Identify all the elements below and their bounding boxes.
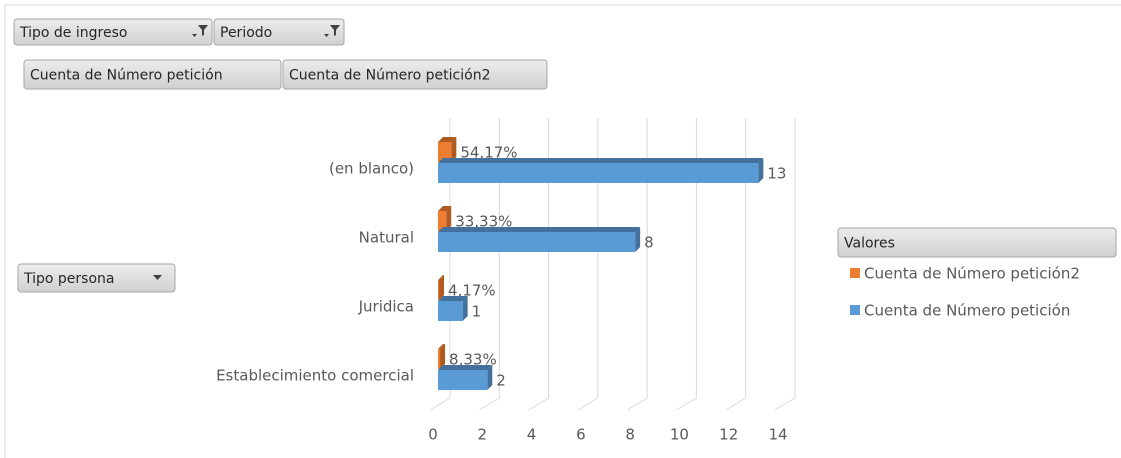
data-label: 4,17% [448,282,496,300]
x-tick-label: 2 [478,426,488,444]
button-label: Tipo persona [23,271,114,287]
bar-top [438,137,457,142]
bar-top [438,344,446,349]
bar [438,349,441,369]
dropdown-icon [324,34,329,37]
button-bg [17,263,176,293]
grid-line [626,118,648,411]
field-button[interactable]: Periodo [213,18,345,46]
field-button[interactable]: Tipo de ingreso [13,18,213,46]
legend-label: Cuenta de Número petición2 [864,265,1080,283]
data-label: 8 [644,234,654,252]
dropdown-icon [153,275,162,280]
bar-top [438,296,468,301]
bar-side [451,137,457,162]
field-button[interactable]: Tipo persona [17,263,176,293]
bar-top [438,365,493,370]
data-label: 54,17% [460,144,517,162]
bar [438,280,440,300]
data-label: 13 [767,165,786,183]
grid-line [725,118,747,411]
x-tick-label: 4 [527,426,537,444]
bar-top [438,158,764,163]
data-label: 8,33% [449,351,497,369]
data-label: 1 [472,303,482,321]
button-bg [837,227,1117,258]
x-tick-label: 6 [576,426,586,444]
legend-swatch [850,268,860,278]
legend-swatch [850,305,860,315]
category-label: Juridica [358,298,414,316]
x-tick-label: 12 [719,426,738,444]
button-bg [23,59,282,90]
frame [4,4,1121,458]
grid-line [479,118,500,411]
grid-line [676,118,697,411]
x-tick-label: 10 [670,426,689,444]
legend-label: Cuenta de Número petición [864,302,1070,320]
category-label: (en blanco) [329,160,414,178]
grid-line [774,118,796,411]
x-tick-label: 0 [428,426,438,444]
bar-side [462,296,468,321]
bar [438,163,759,183]
bar-top [438,275,445,280]
bar-top [438,227,641,232]
grid-line [528,118,550,411]
button-label: Valores [844,236,895,252]
field-button: Valores [837,227,1117,258]
filter-icon [198,25,208,36]
bar-side [487,365,493,390]
bar-top [438,206,452,211]
x-tick-label: 8 [625,426,635,444]
button-bg [213,18,345,46]
bar-side [439,275,445,300]
bar [438,142,452,162]
field-button: Cuenta de Número petición [23,59,282,90]
data-label: 2 [496,372,506,390]
bar-side [446,206,452,231]
button-bg [282,59,548,90]
bar [438,370,488,390]
bar-side [758,158,764,183]
bar [438,211,447,231]
button-label: Cuenta de Número petición [30,68,223,84]
bar-side [440,344,446,369]
bar [438,301,463,321]
button-label: Periodo [220,25,272,41]
x-tick-label: 14 [768,426,787,444]
button-label: Tipo de ingreso [19,25,127,41]
category-label: Natural [359,229,414,247]
filter-icon [330,25,340,36]
category-label: Establecimiento comercial [216,367,414,385]
dropdown-icon [192,34,197,37]
bar [438,232,636,252]
button-bg [13,18,213,46]
field-button: Cuenta de Número petición2 [282,59,548,90]
bar-side [635,227,641,252]
data-label: 33,33% [455,213,512,231]
grid-line [577,118,599,411]
button-label: Cuenta de Número petición2 [289,68,490,84]
